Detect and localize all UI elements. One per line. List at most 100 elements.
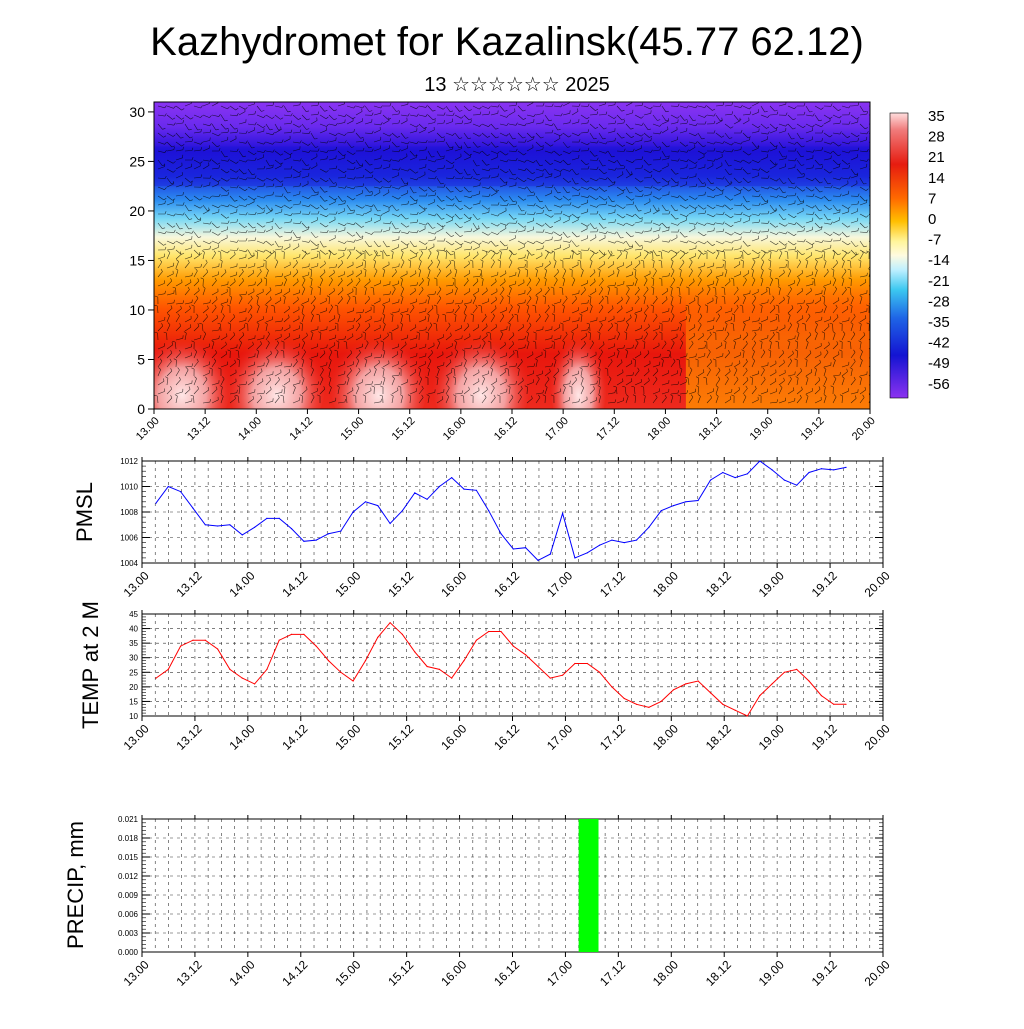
data-point: [438, 668, 440, 671]
x-tick-label: 14.00: [226, 957, 257, 988]
y-tick-label: 35: [129, 639, 138, 648]
data-point: [278, 517, 280, 520]
colorbar-label: -14: [928, 252, 950, 269]
y-tick-label: 1012: [120, 457, 138, 466]
data-point: [833, 469, 835, 471]
data-point: [463, 488, 465, 490]
x-tick-label: 18.12: [703, 568, 734, 599]
y-tick-label: 0.012: [118, 872, 139, 881]
data-point: [635, 703, 638, 705]
data-point: [315, 539, 317, 541]
colorbar-label: 35: [928, 108, 945, 125]
data-point: [500, 630, 502, 633]
wind-barbs: [154, 102, 870, 404]
y-tick-label: 0.021: [118, 815, 139, 824]
x-tick-label: 15.12: [385, 721, 416, 752]
data-point: [549, 677, 551, 679]
y-tick-label: 15: [129, 697, 138, 706]
data-point: [820, 468, 823, 470]
x-tick-label: 13.12: [174, 568, 205, 599]
x-tick-label: 13.00: [121, 568, 152, 599]
x-tick-label: 18.00: [650, 721, 681, 752]
data-point: [451, 477, 453, 479]
x-tick-label: 15.00: [332, 721, 363, 752]
data-point: [204, 524, 206, 526]
y-tick-label: 30: [129, 104, 145, 120]
colorbar-label: -28: [928, 293, 950, 310]
warm-region: [685, 290, 870, 409]
data-point: [204, 639, 206, 641]
data-point: [771, 469, 773, 471]
data-point: [254, 683, 256, 685]
x-tick-label: 14.12: [279, 957, 310, 988]
data-point: [635, 539, 638, 541]
data-point: [180, 491, 182, 493]
x-tick-label: 13.00: [121, 721, 152, 752]
data-point: [833, 703, 835, 705]
data-point: [759, 695, 761, 697]
data-point: [648, 526, 650, 528]
x-tick-label: 14.12: [279, 568, 310, 599]
x-tick-label: 16.00: [441, 415, 469, 443]
data-point: [697, 680, 699, 682]
data-point: [340, 530, 342, 532]
data-point: [722, 471, 724, 474]
x-tick-label: 16.00: [438, 568, 469, 599]
colorbar-label: -7: [928, 232, 941, 249]
colorbar-label: -42: [928, 335, 950, 352]
x-tick-label: 20.00: [850, 415, 878, 443]
x-tick-label: 15.12: [385, 568, 416, 599]
colorbar-label: -35: [928, 314, 950, 331]
data-point: [377, 505, 379, 507]
x-tick-label: 15.00: [332, 957, 363, 988]
data-point: [155, 677, 157, 679]
data-point: [599, 671, 601, 673]
precip-panel: 0.000 0.003 0.006 0.009 0.012 0.015 0.018 0.021…: [63, 815, 893, 989]
data-point: [525, 547, 527, 549]
data-point: [586, 552, 588, 554]
x-tick-label: 18.12: [703, 721, 734, 752]
data-point: [599, 544, 601, 546]
y-tick-label: 0.006: [118, 910, 139, 919]
y-tick-label: 20: [129, 683, 138, 692]
hot-core: [432, 328, 530, 409]
x-tick-label: 14.00: [226, 568, 257, 599]
y-tick-label: 0.015: [118, 853, 139, 862]
y-tick-label: 0.018: [118, 834, 139, 843]
x-tick-label: 19.00: [756, 721, 787, 752]
data-point: [303, 540, 305, 542]
data-point: [574, 662, 576, 665]
grid: [141, 613, 884, 717]
data-point: [180, 645, 182, 647]
x-tick-label: 17.12: [597, 568, 628, 599]
x-tick-label: 13.12: [185, 415, 213, 443]
data-point: [364, 660, 367, 662]
data-point: [389, 522, 391, 525]
colorbar-scale: [889, 112, 909, 399]
colorbar-label: 28: [928, 129, 945, 146]
data-point: [414, 492, 416, 494]
data-point: [266, 668, 268, 671]
data-point: [845, 703, 847, 705]
x-tick-label: 14.00: [226, 721, 257, 752]
data-point: [623, 697, 625, 700]
x-tick-label: 17.00: [544, 721, 575, 752]
series-line: [155, 460, 847, 562]
data-point: [709, 692, 712, 694]
x-tick-label: 14.12: [287, 415, 315, 443]
data-point: [672, 689, 675, 691]
x-tick-label: 15.12: [385, 957, 416, 988]
y-axis-label: PMSL: [72, 482, 97, 542]
data-point: [352, 511, 354, 513]
data-point: [217, 525, 219, 527]
y-tick-label: 25: [129, 153, 145, 169]
data-point: [537, 559, 539, 562]
data-point: [192, 639, 194, 641]
data-point: [401, 510, 403, 512]
y-tick-label: 45: [129, 610, 138, 619]
data-point: [685, 501, 687, 503]
data-point: [623, 542, 625, 544]
data-point: [808, 680, 810, 682]
y-tick-label: 0.009: [118, 891, 139, 900]
